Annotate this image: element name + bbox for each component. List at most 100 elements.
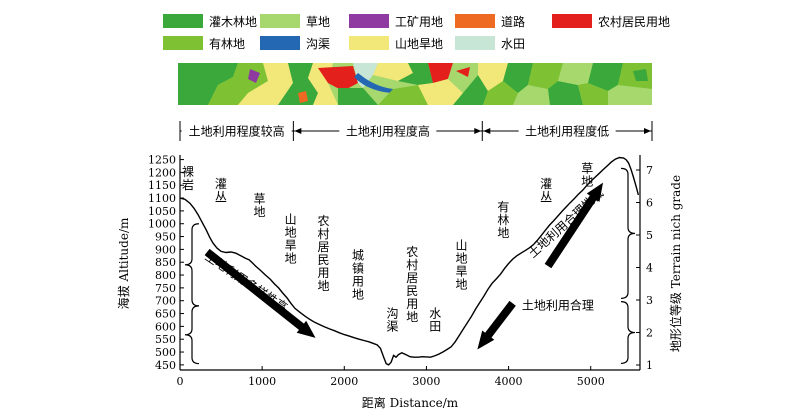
annotation-char: 居 (406, 271, 418, 285)
zone-arrowhead (483, 128, 491, 134)
legend-swatch-shrubland (163, 14, 203, 28)
annotation-char: 地 (285, 226, 297, 240)
annotation-char: 渠 (387, 319, 399, 333)
annotation-rationality-low: 土地利用合理性低 (525, 185, 606, 260)
y-tick-label: 700 (155, 295, 176, 308)
legend-swatch-industrial (349, 14, 389, 28)
annotation-char: 丛 (540, 190, 552, 204)
zone-arrowhead (474, 128, 482, 134)
zone-arrowhead (294, 128, 302, 134)
annotation-char: 民 (318, 253, 330, 267)
annotation-char: 地 (352, 288, 364, 302)
y-tick-label: 1000 (148, 218, 176, 231)
legend: 灌木林地 草地 工矿用地 道路 农村居民用地 有林地 沟渠 山地旱地 水田 (0, 0, 800, 60)
annotation-char: 地 (456, 277, 468, 291)
x-tick-label: 5000 (577, 375, 605, 388)
left-brace-lower (184, 305, 200, 365)
legend-item-rural-residential: 农村居民用地 (552, 13, 670, 29)
annotation-char: 林 (497, 213, 509, 227)
y-tick-label: 550 (155, 333, 176, 346)
legend-label-rural-residential: 农村居民用地 (598, 14, 671, 29)
zone-label: 土地利用程度较高 (189, 124, 285, 139)
annotation-char: 有 (497, 200, 509, 214)
legend-item-grassland: 草地 (260, 13, 330, 29)
annotation-char: 镇 (352, 262, 364, 276)
y-tick-label: 1200 (148, 166, 176, 179)
legend-item-industrial: 工矿用地 (349, 13, 443, 29)
y-axis-altitude: 4505005506006507007508008509009501000105… (116, 154, 184, 372)
legend-item-forest: 有林地 (163, 35, 245, 51)
annotation-char: 村 (406, 258, 418, 272)
annotation-char: 草 (581, 161, 593, 175)
legend-label-grassland: 草地 (306, 14, 331, 29)
legend-swatch-grassland (260, 14, 300, 28)
y-tick-label: 900 (155, 243, 176, 256)
annotation-char: 农 (318, 214, 330, 228)
x-tick-label: 4000 (495, 375, 523, 388)
y-tick-label: 1100 (148, 192, 176, 205)
land-use-map-strip (178, 63, 652, 105)
annotation-char: 田 (429, 319, 441, 333)
legend-item-road: 道路 (455, 13, 525, 29)
legend-label-ditch: 沟渠 (306, 36, 331, 51)
y2-tick-label: 7 (646, 164, 653, 177)
y-tick-label: 1050 (148, 205, 176, 218)
x-tick-label: 3000 (412, 375, 440, 388)
legend-label-industrial: 工矿用地 (395, 14, 444, 29)
y2-tick-label: 3 (646, 294, 653, 307)
x-tick-label: 2000 (330, 375, 358, 388)
legend-item-dryland: 山地旱地 (349, 35, 443, 51)
annotation-char: 山 (456, 238, 468, 252)
annotation-char: 沟 (387, 306, 399, 320)
series-line-altitude (179, 156, 640, 366)
legend-swatch-paddy (455, 36, 495, 50)
right-brace-lower (620, 301, 636, 364)
y-axis-label: 海拔 Altitude/m (116, 217, 131, 309)
legend-label-shrubland: 灌木林地 (209, 14, 258, 29)
legend-label-dryland: 山地旱地 (395, 36, 444, 51)
arrow-rationality-low (544, 182, 604, 269)
y2-axis-label: 地形位等级 Terrain nich grade (668, 175, 683, 352)
annotation-char: 地 (318, 279, 330, 293)
annotation-char: 岩 (182, 177, 194, 192)
annotation-char: 旱 (285, 239, 297, 253)
annotation-char: 地 (456, 251, 468, 265)
y-tick-label: 600 (155, 320, 176, 333)
annotation-rational: 土地利用合理 (522, 298, 594, 313)
zone-arrowhead (644, 128, 651, 134)
y2-axis-terrain-grade: 1 2 3 4 5 6 7 地形位等级 Terrain nich grade (636, 155, 683, 372)
annotation-char: 裸 (182, 164, 194, 179)
y-tick-label: 750 (155, 282, 176, 295)
annotation-char: 地 (253, 205, 265, 219)
arrow-diversity-high (204, 248, 316, 338)
annotation-char: 地 (497, 226, 509, 240)
annotation-char: 地 (581, 174, 593, 188)
annotation-char: 旱 (456, 264, 468, 278)
annotation-char: 用 (406, 297, 418, 311)
annotation-char: 城 (352, 249, 364, 263)
legend-label-paddy: 水田 (501, 36, 526, 51)
y2-tick-label: 1 (646, 359, 653, 372)
y-tick-label: 450 (155, 359, 176, 372)
annotation-char: 草 (253, 192, 265, 206)
legend-item-paddy: 水田 (455, 35, 525, 51)
y2-tick-label: 4 (646, 262, 653, 275)
x-axis-label: 距离 Distance/m (362, 395, 459, 410)
zone-label: 土地利用程度低 (525, 124, 609, 139)
annotation-char: 农 (406, 245, 418, 259)
annotation-char: 灌 (540, 177, 552, 191)
trend-arrows (204, 182, 604, 350)
y-tick-label: 1150 (148, 179, 176, 192)
elevation-profile-chart: 土地利用程度较高 土地利用程度高 土地利用程度低 45050055060065070… (116, 121, 683, 410)
legend-item-shrubland: 灌木林地 (163, 13, 257, 29)
legend-item-ditch: 沟渠 (260, 35, 330, 51)
right-brace-upper (620, 167, 636, 299)
land-use-zone-bar: 土地利用程度较高 土地利用程度高 土地利用程度低 (179, 121, 653, 141)
x-tick-label: 1000 (248, 375, 276, 388)
y2-tick-label: 2 (646, 327, 653, 340)
legend-label-road: 道路 (501, 14, 526, 29)
y2-tick-label: 6 (646, 197, 653, 210)
y-tick-label: 950 (155, 231, 176, 244)
left-brace-upper (184, 223, 200, 307)
